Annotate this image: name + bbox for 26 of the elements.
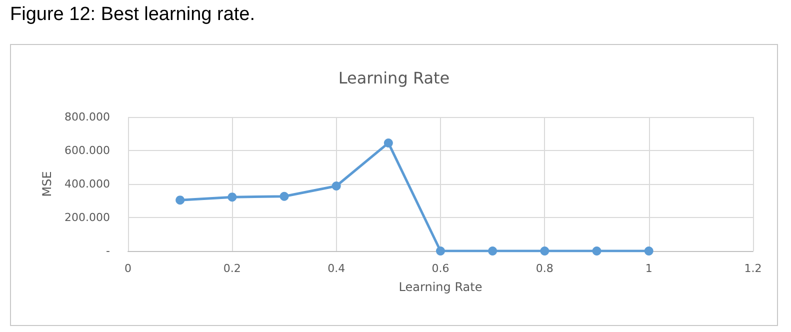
x-tick-label: 0.4 <box>328 262 346 275</box>
y-tick-label: 400.000 <box>64 178 110 190</box>
y-tick-label: - <box>106 244 110 258</box>
x-tick-label: 0.6 <box>432 262 450 275</box>
point <box>228 192 237 202</box>
y-tick-label: 800.000 <box>64 110 110 124</box>
x-tick-label: 1.2 <box>744 262 762 275</box>
y-tick-label: 200.000 <box>64 211 110 224</box>
x-tick-label: 0 <box>124 262 132 275</box>
x-tick-label: 0.2 <box>223 262 241 275</box>
caption: Figure 12: Best learning rate. <box>10 4 256 26</box>
point <box>176 196 185 205</box>
point <box>384 138 393 148</box>
y-axis-title: MSE <box>40 171 54 197</box>
point <box>488 246 498 256</box>
point <box>540 246 550 256</box>
y-tick-label: 600.000 <box>64 144 110 157</box>
point <box>644 246 654 256</box>
x-tick-label: 0.8 <box>536 262 554 275</box>
x-tick-label: 1 <box>645 262 652 275</box>
point <box>280 192 289 201</box>
point <box>592 246 602 256</box>
chart-title: Learning Rate <box>338 68 450 88</box>
x-axis-title: Learning Rate <box>398 280 482 294</box>
point <box>332 182 341 191</box>
point <box>436 246 445 256</box>
